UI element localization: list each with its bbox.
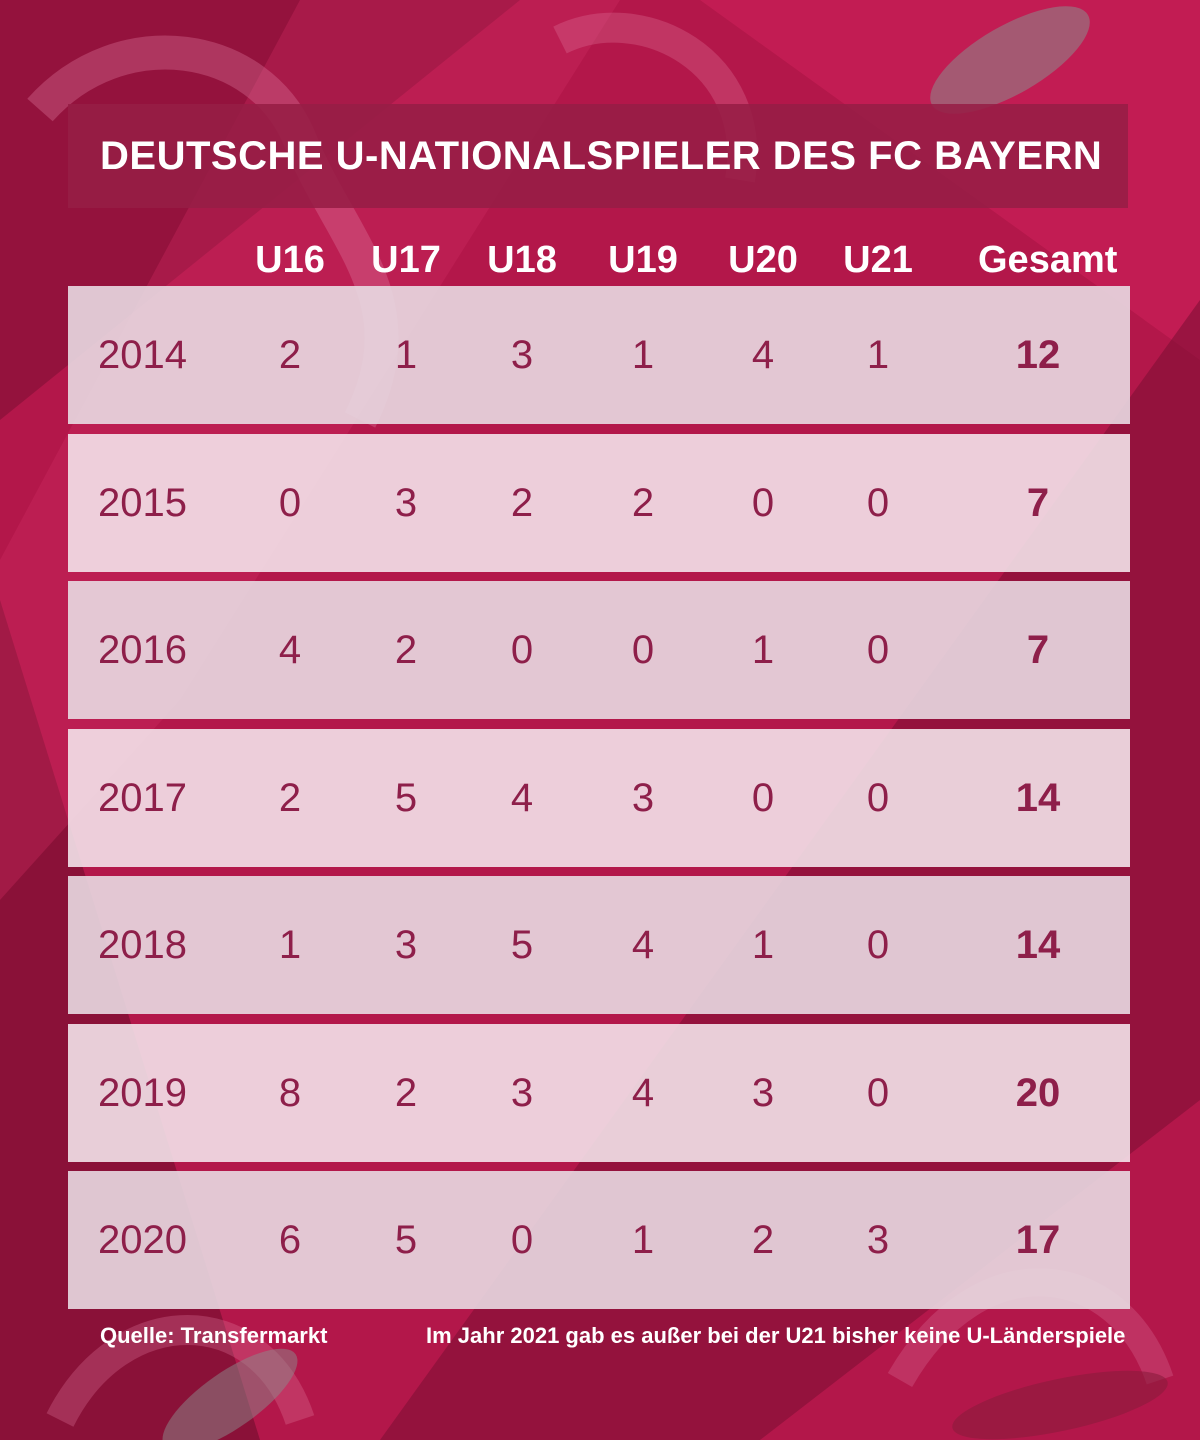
year-label: 2016 [98,628,187,672]
table-row: 2015 0 3 2 2 0 0 7 [68,434,1130,572]
column-header-gesamt: Gesamt [978,239,1118,281]
cell-u20: 1 [751,628,775,672]
cell-u16: 1 [278,923,302,967]
cell-u19: 2 [631,481,655,525]
cell-u20: 2 [751,1218,775,1262]
cell-u19: 4 [631,1071,655,1115]
footnote: Im Jahr 2021 gab es außer bei der U21 bi… [426,1323,1126,1348]
cell-u19: 0 [631,628,655,672]
year-label: 2015 [98,481,187,525]
column-header-u19: U19 [608,239,678,281]
cell-u19: 3 [631,776,655,820]
column-header-u18: U18 [487,239,557,281]
column-header-u17: U17 [371,239,441,281]
cell-u17: 3 [394,923,418,967]
cell-u17: 2 [394,628,418,672]
cell-u18: 5 [510,923,534,967]
cell-u18: 3 [510,1071,534,1115]
cell-u17: 2 [394,1071,418,1115]
year-label: 2014 [98,333,187,377]
column-header-u21: U21 [843,239,913,281]
source-note: Quelle: Transfermarkt [100,1323,328,1348]
table-row: 2020 6 5 0 1 2 3 17 [68,1171,1130,1309]
cell-u16: 2 [278,333,302,377]
cell-u21: 0 [866,1071,890,1115]
cell-u18: 4 [510,776,534,820]
year-label: 2019 [98,1071,187,1115]
column-header-u20: U20 [728,239,798,281]
cell-gesamt: 7 [1026,628,1050,672]
cell-u21: 3 [866,1218,890,1262]
cell-gesamt: 12 [1015,333,1061,377]
year-label: 2017 [98,776,187,820]
table-row: 2018 1 3 5 4 1 0 14 [68,876,1130,1014]
cell-u16: 6 [278,1218,302,1262]
cell-u16: 2 [278,776,302,820]
cell-u20: 0 [751,776,775,820]
year-label: 2020 [98,1218,187,1262]
cell-u20: 0 [751,481,775,525]
column-header-u16: U16 [255,239,325,281]
cell-u17: 5 [394,1218,418,1262]
cell-u16: 0 [278,481,302,525]
cell-u21: 0 [866,776,890,820]
cell-u18: 3 [510,333,534,377]
cell-gesamt: 7 [1026,481,1050,525]
year-label: 2018 [98,923,187,967]
cell-u21: 1 [866,333,890,377]
table-row: 2014 2 1 3 1 4 1 12 [68,286,1130,424]
cell-u19: 1 [631,1218,655,1262]
cell-u19: 1 [631,333,655,377]
title-bar: DEUTSCHE U-NATIONALSPIELER DES FC BAYERN [68,104,1128,208]
cell-u20: 4 [751,333,775,377]
table-row: 2017 2 5 4 3 0 0 14 [68,729,1130,867]
table-row: 2019 8 2 3 4 3 0 20 [68,1024,1130,1162]
cell-u19: 4 [631,923,655,967]
cell-u21: 0 [866,628,890,672]
cell-u20: 3 [751,1071,775,1115]
cell-u21: 0 [866,481,890,525]
cell-u17: 1 [394,333,418,377]
cell-u18: 2 [510,481,534,525]
chart-title: DEUTSCHE U-NATIONALSPIELER DES FC BAYERN [100,133,1103,178]
cell-u17: 3 [394,481,418,525]
cell-gesamt: 14 [1015,776,1061,820]
cell-u18: 0 [510,628,534,672]
table-row: 2016 4 2 0 0 1 0 7 [68,581,1130,719]
cell-u17: 5 [394,776,418,820]
cell-u18: 0 [510,1218,534,1262]
cell-gesamt: 17 [1015,1218,1061,1262]
cell-gesamt: 20 [1015,1071,1061,1115]
cell-u16: 8 [278,1071,302,1115]
cell-gesamt: 14 [1015,923,1061,967]
cell-u16: 4 [278,628,302,672]
cell-u20: 1 [751,923,775,967]
cell-u21: 0 [866,923,890,967]
